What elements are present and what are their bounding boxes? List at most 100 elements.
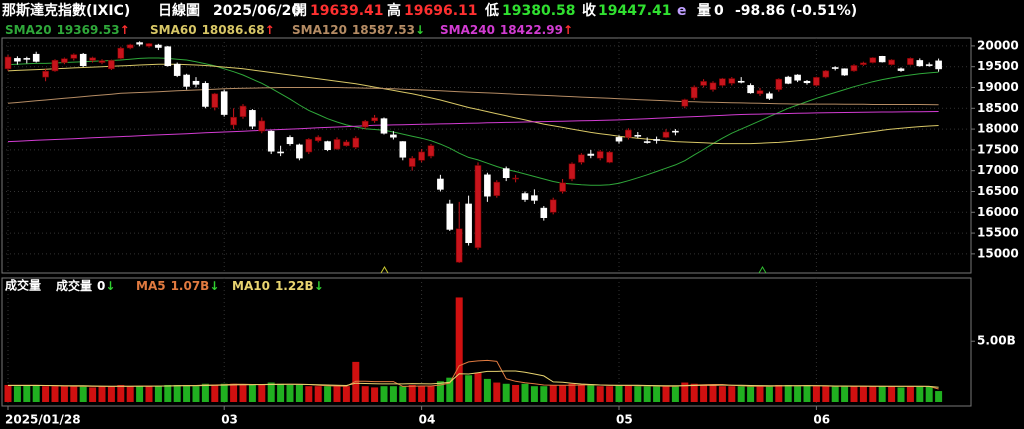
open-label: 開 xyxy=(293,3,307,19)
candle-body xyxy=(766,93,773,99)
candle-body xyxy=(869,57,877,63)
candle-body xyxy=(446,203,454,230)
volume-bar xyxy=(145,386,153,402)
volume-bar xyxy=(841,386,849,402)
y-tick-label: 18000 xyxy=(977,122,1019,136)
y-tick-label: 16500 xyxy=(977,184,1019,198)
volume-bar xyxy=(427,386,435,402)
volume-bar xyxy=(728,386,736,402)
volume-bar xyxy=(408,384,416,402)
volume-bar xyxy=(859,386,867,402)
volume-bar xyxy=(352,361,360,402)
low-value: 19380.58 xyxy=(502,3,576,19)
candle-body xyxy=(51,59,59,72)
volume-bar xyxy=(493,382,501,402)
close-flag: e xyxy=(677,3,687,19)
volume-bar xyxy=(342,386,350,402)
candle-body xyxy=(784,76,792,84)
candle-body xyxy=(559,182,566,192)
volume-bar xyxy=(521,383,529,402)
volume-bar xyxy=(831,386,839,402)
price-panel xyxy=(1,37,972,274)
candle-body xyxy=(267,130,275,152)
legend-name: MA10 xyxy=(232,279,270,293)
candle-body xyxy=(484,174,491,197)
volume-bar xyxy=(549,384,557,402)
candle-body xyxy=(521,193,529,200)
candle-body xyxy=(643,141,651,143)
volume-bar xyxy=(681,382,689,402)
candle-body xyxy=(239,105,247,117)
volume-bar xyxy=(455,297,463,402)
candle-body xyxy=(32,53,40,62)
volume-bar xyxy=(925,386,933,402)
candle-body xyxy=(296,144,303,159)
candle-body xyxy=(897,68,905,71)
legend-value: 0 xyxy=(97,279,105,293)
candle-body xyxy=(399,141,407,158)
volume-bar xyxy=(747,386,755,402)
volume-bar xyxy=(89,387,97,402)
legend-name: SMA60 xyxy=(150,23,197,37)
high-label: 高 xyxy=(387,2,401,19)
volume-bar xyxy=(596,386,604,402)
candle-body xyxy=(493,181,501,196)
legend-trend: ↑ xyxy=(120,23,130,37)
candle-body xyxy=(305,139,313,153)
volume-bar xyxy=(267,382,275,402)
volume-bar xyxy=(709,384,717,402)
candle-body xyxy=(380,118,388,134)
candle-body xyxy=(333,139,341,150)
volume-bar xyxy=(183,384,191,402)
legend-value: 19369.53 xyxy=(57,23,120,37)
y-tick-label: 19500 xyxy=(977,59,1019,73)
volume-bar xyxy=(192,386,200,402)
volume-bar xyxy=(446,377,454,402)
candle-body xyxy=(202,83,209,107)
y-tick-label: 20000 xyxy=(977,38,1019,52)
volume-bar xyxy=(98,386,106,402)
volume-bar xyxy=(803,384,811,402)
candle-body xyxy=(4,56,12,70)
volume-bar xyxy=(107,386,115,402)
volume-bar xyxy=(230,383,238,402)
legend-trend: ↓ xyxy=(415,23,425,37)
candle-body xyxy=(860,62,867,65)
candle-body xyxy=(512,177,519,180)
volume-bar xyxy=(869,386,877,402)
candle-body xyxy=(925,64,933,66)
volume-bar xyxy=(765,386,773,402)
volume-bar xyxy=(211,384,219,402)
volume-bar xyxy=(643,386,651,402)
candle-body xyxy=(418,151,425,161)
volume-bar xyxy=(4,384,12,402)
candle-body xyxy=(719,78,726,86)
candle-body xyxy=(164,46,172,67)
volume-bar xyxy=(878,386,886,402)
volume-bar xyxy=(474,372,482,402)
volume-panel-label: 成交量 xyxy=(5,278,41,293)
volume-bar xyxy=(512,384,520,402)
volume-bar xyxy=(577,384,585,402)
legend-value: 18422.99 xyxy=(500,23,563,37)
candle-body xyxy=(371,117,378,122)
candle-body xyxy=(474,165,482,248)
candle-body xyxy=(230,116,237,126)
candle-body xyxy=(568,163,576,180)
candle-body xyxy=(907,58,914,65)
candle-body xyxy=(155,44,162,48)
volume-bar xyxy=(314,386,322,402)
legend-value: 1.22B xyxy=(275,279,314,293)
open-value: 19639.41 xyxy=(310,3,384,19)
volume-bar xyxy=(615,384,623,402)
candle-body xyxy=(192,80,200,85)
volume-bar xyxy=(258,384,266,402)
legend-trend: ↓ xyxy=(105,279,115,293)
volume-bar xyxy=(380,386,388,402)
legend-trend: ↓ xyxy=(314,279,324,293)
candle-body xyxy=(70,54,78,59)
candle-body xyxy=(136,42,143,45)
volume-bar xyxy=(502,383,510,402)
legend-trend: ↓ xyxy=(209,279,219,293)
